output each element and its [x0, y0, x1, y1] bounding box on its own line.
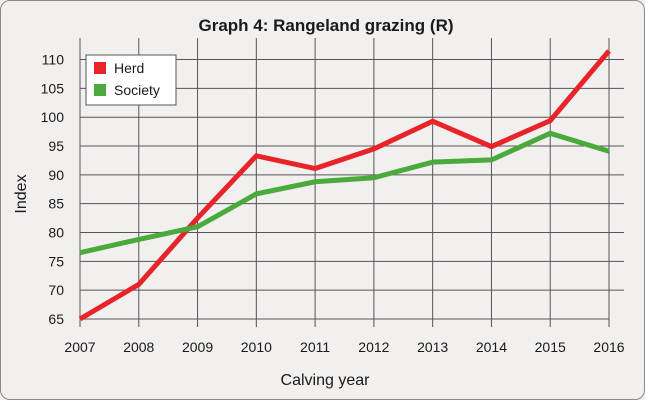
y-tick-labels: 65 70 75 80 85 90 95 100 105 110 [41, 52, 65, 327]
x-tick-label: 2011 [300, 339, 330, 355]
y-tick-label: 95 [48, 138, 64, 154]
x-tick-label: 2016 [593, 339, 624, 355]
y-tick-label: 105 [41, 80, 65, 96]
chart-title: Graph 4: Rangeland grazing (R) [198, 16, 453, 35]
series-line-society [79, 130, 610, 256]
y-tick-label: 110 [42, 52, 65, 68]
y-tick-label: 80 [48, 225, 64, 241]
x-tick-labels: 2007 2008 2009 2010 2011 2012 2013 2014 2015 2016 [64, 339, 624, 355]
x-tick-label: 2008 [123, 339, 154, 355]
x-tick-label: 2012 [358, 339, 389, 355]
x-tick-label: 2013 [417, 339, 448, 355]
legend: Herd Society [85, 54, 177, 106]
legend-swatch-herd [94, 62, 106, 74]
x-tick-label: 2014 [476, 339, 507, 355]
y-tick-label: 70 [48, 282, 64, 298]
y-tick-label: 75 [48, 253, 64, 269]
y-tick-label: 85 [48, 196, 64, 212]
y-axis-label: Index [13, 174, 30, 213]
series-lines [78, 49, 611, 322]
x-tick-label: 2010 [241, 339, 272, 355]
x-tick-label: 2007 [64, 339, 95, 355]
x-tick-label: 2015 [535, 339, 566, 355]
y-tick-label: 65 [48, 311, 64, 327]
x-tick-label: 2009 [182, 339, 213, 355]
y-tick-label: 100 [41, 109, 65, 125]
legend-swatch-society [94, 84, 106, 96]
series-line-herd [78, 49, 611, 322]
legend-label-society: Society [114, 82, 160, 98]
x-axis-label: Calving year [281, 372, 371, 389]
y-tick-label: 90 [48, 167, 64, 183]
legend-label-herd: Herd [114, 60, 144, 76]
